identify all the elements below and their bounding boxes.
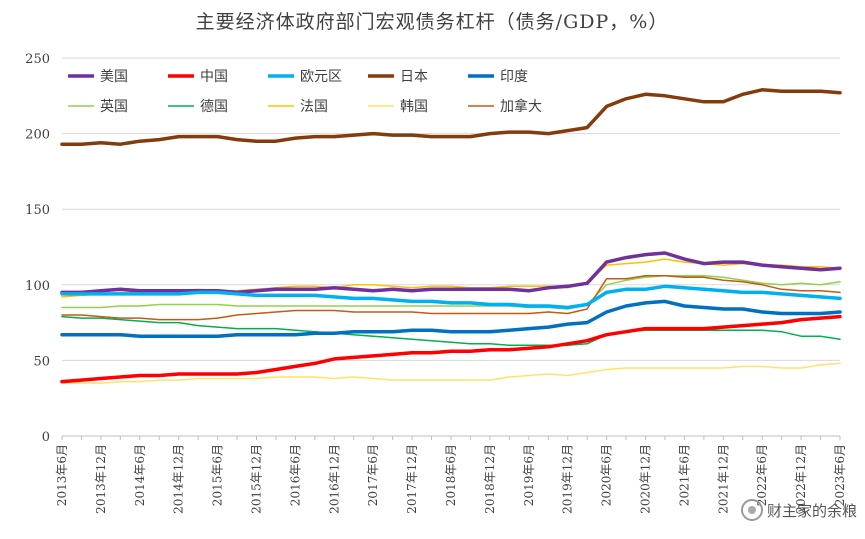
wechat-icon xyxy=(740,499,763,521)
x-tick-label: 2019年6月 xyxy=(522,444,536,506)
series-line-欧元区 xyxy=(60,284,842,310)
axes: 0 50 100 150 200 250 2013年6月 2013年12月 2014年6月 201… xyxy=(25,52,847,514)
series-line-韩国 xyxy=(61,362,841,384)
x-tick-label: 2014年6月 xyxy=(133,444,147,506)
x-tick-label: 2022年12月 xyxy=(794,444,808,514)
legend-label: 韩国 xyxy=(400,99,428,115)
y-tick-label: 100 xyxy=(25,279,50,294)
x-tick-label: 2018年6月 xyxy=(444,444,458,506)
y-tick-label: 50 xyxy=(33,354,50,369)
legend-label: 德国 xyxy=(200,99,228,115)
x-tick-label: 2021年6月 xyxy=(677,444,691,506)
watermark: 财主家的余粮 xyxy=(740,499,857,521)
legend-label: 欧元区 xyxy=(300,69,342,85)
legend-label: 法国 xyxy=(300,99,328,115)
legend-label: 加拿大 xyxy=(500,98,542,115)
x-tick-label: 2017年12月 xyxy=(405,444,419,514)
x-tick-label: 2021年12月 xyxy=(716,444,730,514)
y-tick-label: 200 xyxy=(25,128,50,143)
chart-title: 主要经济体政府部门宏观债务杠杆（债务/GDP，%） xyxy=(196,11,669,33)
x-tick-label: 2020年6月 xyxy=(600,444,614,506)
x-tick-label: 2015年12月 xyxy=(250,444,264,514)
x-tick-label: 2022年6月 xyxy=(755,444,769,506)
watermark-text: 财主家的余粮 xyxy=(766,501,857,520)
x-tick-label: 2019年12月 xyxy=(561,444,575,514)
x-tick-label: 2020年12月 xyxy=(639,444,653,514)
y-tick-label: 150 xyxy=(25,203,50,218)
x-tick-label: 2018年12月 xyxy=(483,444,497,514)
x-tick-label: 2016年12月 xyxy=(327,444,341,514)
series-line-英国 xyxy=(61,274,841,310)
x-tick-label: 2015年6月 xyxy=(211,444,225,506)
y-tick-label: 0 xyxy=(42,430,50,445)
series-line-加拿大 xyxy=(61,274,841,321)
x-tick-label: 2013年6月 xyxy=(55,444,69,506)
legend-label: 中国 xyxy=(200,69,228,85)
series-line-印度 xyxy=(60,299,842,338)
x-tick-label: 2017年6月 xyxy=(366,444,380,506)
x-tick-label: 2013年12月 xyxy=(94,444,108,514)
x-tick-label: 2014年12月 xyxy=(172,444,186,514)
series-line-德国 xyxy=(61,315,841,347)
series-line-中国 xyxy=(60,314,842,384)
series-line-日本 xyxy=(60,88,842,146)
series-line-美国 xyxy=(60,251,842,295)
legend-label: 英国 xyxy=(100,98,128,115)
legend-label: 印度 xyxy=(500,69,528,85)
gridlines xyxy=(62,57,840,361)
legend-label: 日本 xyxy=(400,69,428,85)
y-tick-label: 250 xyxy=(25,52,50,67)
x-tick-label: 2023年6月 xyxy=(833,444,847,506)
x-tick-label: 2016年6月 xyxy=(288,444,302,506)
legend-label: 美国 xyxy=(100,69,128,85)
series-group xyxy=(60,88,842,384)
